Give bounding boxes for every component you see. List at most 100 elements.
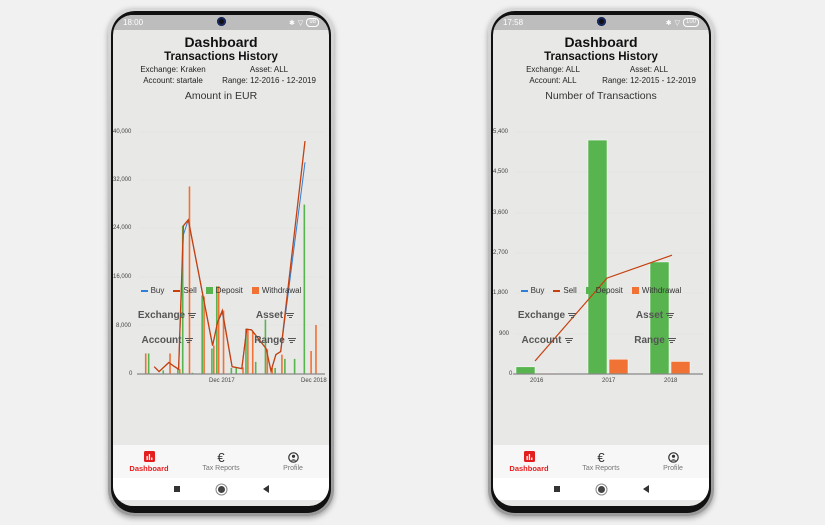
- x-axis-labels: Dec 2017 Dec 2018: [209, 378, 327, 382]
- filter-icon: [287, 338, 296, 343]
- svg-text:2018: 2018: [664, 378, 678, 382]
- legend-label: Withdrawal: [261, 286, 302, 295]
- exchange-filter-button[interactable]: Exchange: [113, 310, 221, 321]
- status-bar: 17:58 ✱ ▽ 100: [493, 15, 709, 30]
- system-navigation: [113, 478, 329, 500]
- filter-icon: [184, 338, 193, 343]
- buy-swatch: [140, 289, 148, 292]
- legend-deposit[interactable]: Deposit: [205, 286, 243, 295]
- filter-summary: Exchange: ALL Asset: ALL Account: ALL Ra…: [493, 64, 709, 86]
- system-navigation: [493, 478, 709, 500]
- sell-swatch: [173, 289, 181, 292]
- filter-label: Account: [521, 335, 562, 346]
- bar-chart-icon: [523, 450, 535, 462]
- nav-label: Dashboard: [509, 464, 549, 473]
- legend-sell[interactable]: Sell: [553, 286, 577, 295]
- legend-label: Sell: [183, 286, 197, 295]
- account-filter-button[interactable]: Account: [113, 335, 221, 346]
- page-title: Dashboard: [564, 34, 638, 50]
- nav-label: Tax Reports: [582, 465, 620, 472]
- filter-icon: [286, 313, 295, 318]
- svg-text:Dec 2017: Dec 2017: [209, 378, 235, 382]
- recents-button[interactable]: [553, 486, 560, 492]
- grid-lines: [139, 131, 325, 326]
- nav-profile[interactable]: Profile: [258, 451, 328, 472]
- legend-label: Buy: [530, 286, 545, 295]
- wifi-icon: ▽: [674, 19, 680, 27]
- nav-profile[interactable]: Profile: [638, 451, 708, 472]
- svg-text:2016: 2016: [530, 378, 544, 382]
- withdrawal-swatch: [631, 287, 639, 294]
- back-button[interactable]: [642, 485, 649, 493]
- filter-icon: [667, 338, 676, 343]
- dashboard-content: Dashboard Transactions History Exchange:…: [113, 34, 329, 434]
- page-subtitle: Transactions History: [544, 51, 658, 63]
- status-icons: ✱ ▽ 100: [666, 18, 699, 27]
- svg-text:2017: 2017: [602, 378, 616, 382]
- filter-label: Range: [254, 335, 285, 346]
- legend-buy[interactable]: Buy: [520, 286, 545, 295]
- home-button[interactable]: [597, 485, 605, 493]
- chart-legend: Buy Sell Deposit Withdrawal: [113, 286, 329, 295]
- battery-icon: 98: [306, 18, 319, 27]
- legend-deposit[interactable]: Deposit: [585, 286, 623, 295]
- bluetooth-icon: ✱: [289, 19, 295, 27]
- bar-chart-icon: [143, 450, 155, 462]
- nav-tax-reports[interactable]: € Tax Reports: [186, 449, 256, 473]
- filter-icon: [666, 313, 675, 318]
- svg-text:1,800: 1,800: [493, 290, 509, 296]
- svg-text:2,700: 2,700: [493, 250, 509, 256]
- meta-asset: Asset: ALL: [249, 65, 289, 74]
- svg-text:0: 0: [129, 371, 133, 377]
- legend-withdrawal[interactable]: Withdrawal: [631, 286, 681, 295]
- recents-button[interactable]: [173, 486, 180, 492]
- meta-exchange: Exchange: ALL: [526, 65, 580, 74]
- meta-exchange: Exchange: Kraken: [140, 65, 206, 74]
- withdrawal-swatch: [251, 287, 259, 294]
- back-button[interactable]: [262, 485, 269, 493]
- legend-withdrawal[interactable]: Withdrawal: [251, 286, 302, 295]
- svg-text:24,000: 24,000: [113, 225, 132, 231]
- wifi-icon: ▽: [297, 19, 304, 27]
- chart-title: Amount in EUR: [184, 90, 258, 102]
- range-filter-button[interactable]: Range: [601, 335, 709, 346]
- filter-label: Range: [634, 335, 665, 346]
- nav-dashboard[interactable]: Dashboard: [494, 450, 564, 473]
- legend-label: Deposit: [595, 286, 623, 295]
- chart-lines: [534, 254, 673, 362]
- filter-icon: [564, 338, 573, 343]
- filter-icon: [188, 313, 197, 318]
- chart-bars: [515, 139, 691, 375]
- bottom-navigation: Dashboard € Tax Reports Profile: [113, 445, 329, 478]
- nav-label: Profile: [283, 465, 303, 472]
- asset-filter-button[interactable]: Asset: [601, 310, 709, 321]
- battery-icon: 100: [682, 18, 699, 27]
- euro-icon: €: [217, 449, 225, 465]
- transactions-chart[interactable]: 5,400 4,500 3,600 2,700 1,800 900 0: [493, 122, 709, 382]
- euro-icon: €: [597, 449, 605, 465]
- buy-swatch: [520, 289, 528, 292]
- home-button[interactable]: [217, 485, 225, 493]
- asset-filter-button[interactable]: Asset: [221, 310, 329, 321]
- nav-label: Tax Reports: [202, 465, 240, 472]
- legend-sell[interactable]: Sell: [173, 286, 197, 295]
- filter-icon: [568, 313, 577, 318]
- filter-label: Exchange: [137, 310, 186, 321]
- svg-text:8,000: 8,000: [116, 323, 132, 329]
- range-filter-button[interactable]: Range: [221, 335, 329, 346]
- filter-label: Asset: [635, 310, 664, 321]
- nav-tax-reports[interactable]: € Tax Reports: [566, 449, 636, 473]
- svg-text:4,500: 4,500: [493, 169, 509, 175]
- status-bar: 18:00 ✱ ▽ 98: [113, 15, 329, 30]
- chart-title: Number of Transactions: [545, 90, 657, 102]
- svg-text:900: 900: [499, 331, 510, 337]
- screen: 17:58 ✱ ▽ 100 Dashboard Transactions His…: [493, 15, 709, 506]
- legend-buy[interactable]: Buy: [140, 286, 164, 295]
- exchange-filter-button[interactable]: Exchange: [493, 310, 601, 321]
- legend-label: Sell: [563, 286, 577, 295]
- nav-dashboard[interactable]: Dashboard: [114, 450, 184, 473]
- filter-label: Exchange: [517, 310, 566, 321]
- amount-chart[interactable]: 40,000 32,000 24,000 16,000 8,000 0: [113, 122, 329, 382]
- deposit-swatch: [585, 287, 593, 294]
- account-filter-button[interactable]: Account: [493, 335, 601, 346]
